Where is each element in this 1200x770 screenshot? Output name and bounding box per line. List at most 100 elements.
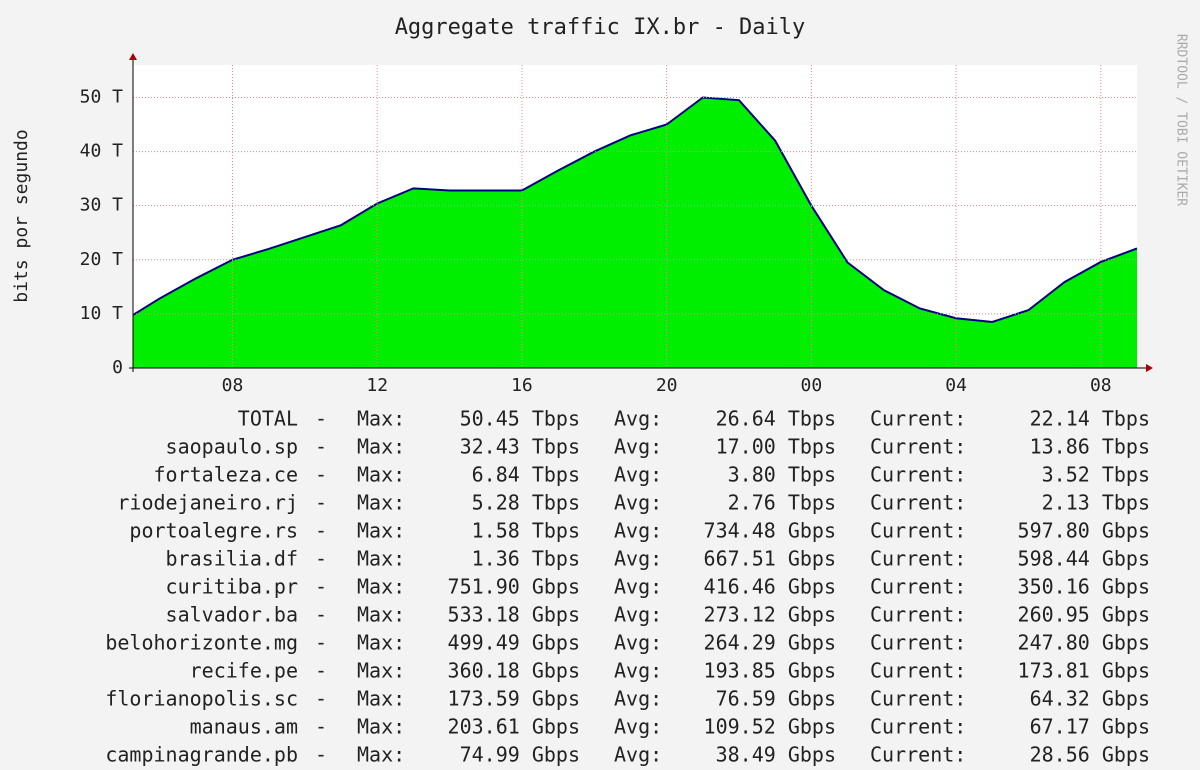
stat-label: Avg:: [614, 687, 662, 711]
stat-value: 193.85 Gbps: [704, 659, 836, 683]
stat-label: Avg:: [614, 575, 662, 599]
stat-value: 17.00 Tbps: [716, 435, 836, 459]
legend-table: TOTAL - Max: 50.45 Tbps Avg: 26.64 Tbps Curren…: [105, 407, 1150, 767]
stat-value: 273.12 Gbps: [704, 603, 836, 627]
separator: -: [315, 519, 327, 543]
stat-value: 64.32 Gbps: [1030, 687, 1150, 711]
separator: -: [315, 631, 327, 655]
watermark: RRDTOOL / TOBI OETIKER: [1174, 34, 1189, 206]
stat-value: 67.17 Gbps: [1030, 715, 1150, 739]
stat-value: 360.18 Gbps: [448, 659, 580, 683]
separator: -: [315, 687, 327, 711]
x-tick-label: 04: [945, 375, 967, 396]
stat-label: Max:: [357, 659, 405, 683]
stat-value: 50.45 Tbps: [460, 407, 580, 431]
stat-value: 533.18 Gbps: [448, 603, 580, 627]
y-axis-arrow: [129, 53, 137, 60]
separator: -: [315, 659, 327, 683]
y-tick-label: 50 T: [80, 86, 124, 107]
stat-label: Current:: [870, 603, 966, 627]
stat-value: 32.43 Tbps: [460, 435, 580, 459]
x-tick-label: 00: [801, 375, 823, 396]
area-outline: [132, 96, 1138, 324]
stat-value: 667.51 Gbps: [704, 547, 836, 571]
stat-value: 203.61 Gbps: [448, 715, 580, 739]
stat-value: 76.59 Gbps: [716, 687, 836, 711]
stat-value: 13.86 Tbps: [1030, 435, 1150, 459]
x-tick-label: 08: [1090, 375, 1112, 396]
chart-title: Aggregate traffic IX.br - Daily: [395, 15, 806, 40]
stat-label: Max:: [357, 687, 405, 711]
separator: -: [315, 603, 327, 627]
stat-label: Current:: [870, 631, 966, 655]
y-tick-label: 40 T: [80, 141, 124, 162]
stat-label: Max:: [357, 547, 405, 571]
stat-label: Current:: [870, 575, 966, 599]
stat-value: 74.99 Gbps: [460, 743, 580, 767]
stat-label: Current:: [870, 687, 966, 711]
plot: 0 10 T 20 T 30 T 40 T 50 T 08 12 16 20 00 04 08: [80, 53, 1153, 396]
stat-value: 416.46 Gbps: [704, 575, 836, 599]
x-tick-label: 16: [511, 375, 533, 396]
y-tick-label: 0: [112, 357, 123, 378]
y-tick-label: 20 T: [80, 249, 124, 270]
stat-value: 260.95 Gbps: [1018, 603, 1150, 627]
separator: -: [315, 435, 327, 459]
stat-label: Max:: [357, 715, 405, 739]
stat-value: 3.80 Tbps: [728, 463, 836, 487]
area: [133, 97, 1137, 368]
x-tick-label: 08: [222, 375, 244, 396]
stat-label: Avg:: [614, 743, 662, 767]
x-axis-arrow: [1146, 364, 1153, 372]
x-tick-label: 20: [656, 375, 678, 396]
x-tick-label: 12: [366, 375, 388, 396]
stat-value: 264.29 Gbps: [704, 631, 836, 655]
stat-label: Max:: [357, 603, 405, 627]
row-name: belohorizonte.mg: [105, 631, 298, 655]
separator: -: [315, 463, 327, 487]
stat-value: 734.48 Gbps: [704, 519, 836, 543]
stat-label: Max:: [357, 463, 405, 487]
y-axis-label: bits por segundo: [11, 129, 32, 302]
stat-label: Current:: [870, 743, 966, 767]
stat-label: Avg:: [614, 659, 662, 683]
stat-label: Avg:: [614, 547, 662, 571]
separator: -: [315, 547, 327, 571]
stat-label: Avg:: [614, 435, 662, 459]
separator: -: [315, 491, 327, 515]
stat-value: 751.90 Gbps: [448, 575, 580, 599]
stat-label: Current:: [870, 435, 966, 459]
stat-label: Current:: [870, 659, 966, 683]
stat-label: Max:: [357, 435, 405, 459]
y-tick-label: 30 T: [80, 195, 124, 216]
stat-label: Avg:: [614, 463, 662, 487]
row-name: brasilia.df: [166, 547, 298, 571]
stat-label: Max:: [357, 407, 405, 431]
stat-label: Current:: [870, 407, 966, 431]
stat-value: 1.58 Tbps: [472, 519, 580, 543]
stat-value: 109.52 Gbps: [704, 715, 836, 739]
stat-label: Avg:: [614, 603, 662, 627]
separator: -: [315, 407, 327, 431]
stat-label: Max:: [357, 575, 405, 599]
stat-value: 6.84 Tbps: [472, 463, 580, 487]
stat-value: 2.13 Tbps: [1042, 491, 1150, 515]
row-name: fortaleza.ce: [154, 463, 299, 487]
stat-value: 38.49 Gbps: [716, 743, 836, 767]
stat-value: 173.81 Gbps: [1018, 659, 1150, 683]
stat-value: 22.14 Tbps: [1030, 407, 1150, 431]
separator: -: [315, 715, 327, 739]
row-name: florianopolis.sc: [105, 687, 298, 711]
y-tick-label: 10 T: [80, 303, 124, 324]
stat-value: 598.44 Gbps: [1018, 547, 1150, 571]
row-name: recife.pe: [190, 659, 298, 683]
row-name: manaus.am: [190, 715, 298, 739]
stat-value: 28.56 Gbps: [1030, 743, 1150, 767]
separator: -: [315, 743, 327, 767]
stat-label: Avg:: [614, 631, 662, 655]
stat-value: 2.76 Tbps: [728, 491, 836, 515]
stat-label: Max:: [357, 519, 405, 543]
stat-label: Current:: [870, 715, 966, 739]
stat-value: 247.80 Gbps: [1018, 631, 1150, 655]
